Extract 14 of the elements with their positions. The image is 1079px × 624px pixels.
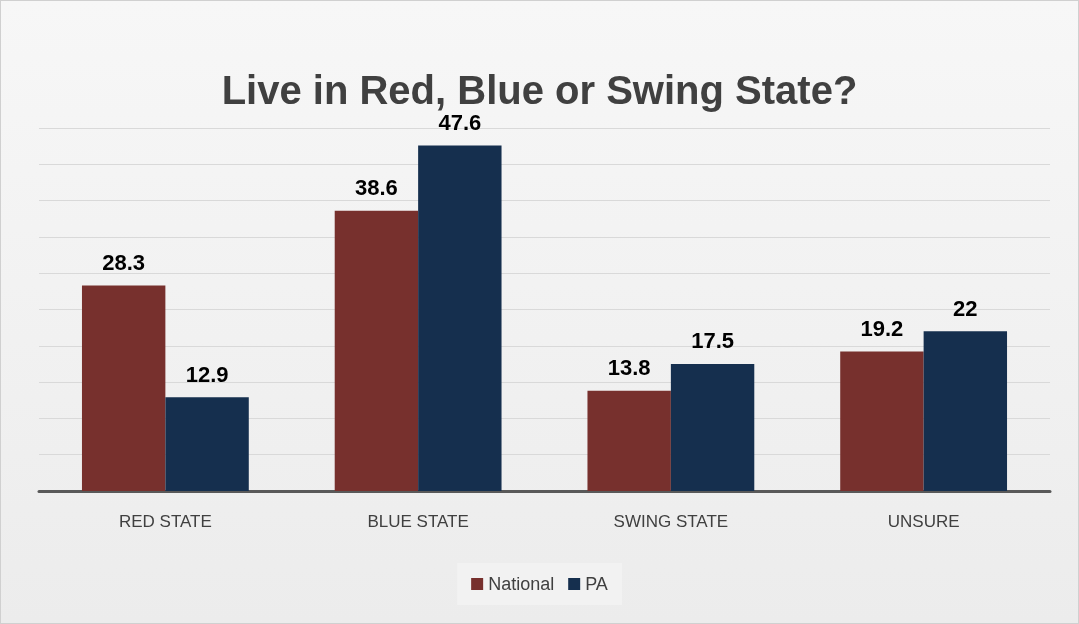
x-tick-label: UNSURE [887,512,960,531]
data-label: 12.9 [185,361,229,387]
chart-title: Live in Red, Blue or Swing State? [221,68,858,112]
data-label: 13.8 [607,355,651,381]
x-tick-label: SWING STATE [613,512,729,531]
data-label: 22 [953,295,978,321]
legend-label: National [488,574,555,594]
x-tick-label: RED STATE [118,512,212,531]
data-label: 28.3 [102,250,146,276]
x-tick-label: BLUE STATE [367,512,469,531]
legend-label: PA [585,574,608,594]
data-label: 38.6 [355,175,398,201]
data-label: 17.5 [691,328,734,354]
data-label: 19.2 [860,316,904,342]
